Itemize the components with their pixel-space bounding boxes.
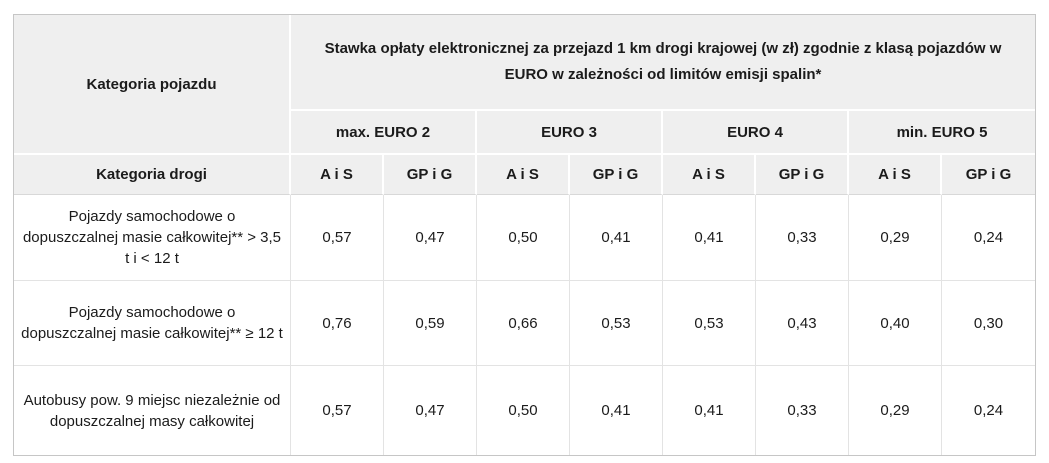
- value-cell: 0,76: [291, 281, 384, 366]
- value-cell: 0,41: [570, 195, 663, 281]
- header-road-type-ais-1: A i S: [291, 155, 384, 195]
- header-euro-2: max. EURO 2: [291, 111, 477, 155]
- value-cell: 0,41: [663, 366, 756, 455]
- row-label-buses: Autobusy pow. 9 miejsc niezależnie od do…: [14, 366, 291, 455]
- header-euro-4: EURO 4: [663, 111, 849, 155]
- value-cell: 0,24: [942, 366, 1035, 455]
- header-euro-5: min. EURO 5: [849, 111, 1035, 155]
- value-cell: 0,53: [663, 281, 756, 366]
- value-cell: 0,24: [942, 195, 1035, 281]
- table-row: Pojazdy samochodowe o dopuszczalnej masi…: [14, 281, 1035, 366]
- value-cell: 0,41: [570, 366, 663, 455]
- header-rate-title: Stawka opłaty elektronicznej za przejazd…: [291, 15, 1035, 111]
- header-road-type-ais-4: A i S: [849, 155, 942, 195]
- value-cell: 0,53: [570, 281, 663, 366]
- value-cell: 0,57: [291, 366, 384, 455]
- value-cell: 0,66: [477, 281, 570, 366]
- toll-rates-table: Kategoria pojazdu Stawka opłaty elektron…: [13, 14, 1036, 456]
- header-road-type-ais-3: A i S: [663, 155, 756, 195]
- header-road-type-gpig-3: GP i G: [756, 155, 849, 195]
- value-cell: 0,33: [756, 195, 849, 281]
- value-cell: 0,57: [291, 195, 384, 281]
- value-cell: 0,33: [756, 366, 849, 455]
- table-row: Autobusy pow. 9 miejsc niezależnie od do…: [14, 366, 1035, 455]
- header-road-type-ais-2: A i S: [477, 155, 570, 195]
- value-cell: 0,50: [477, 366, 570, 455]
- value-cell: 0,30: [942, 281, 1035, 366]
- row-label-vehicles-over-12t: Pojazdy samochodowe o dopuszczalnej masi…: [14, 281, 291, 366]
- header-euro-3: EURO 3: [477, 111, 663, 155]
- value-cell: 0,50: [477, 195, 570, 281]
- header-road-type-gpig-1: GP i G: [384, 155, 477, 195]
- row-label-vehicles-under-12t: Pojazdy samochodowe o dopuszczalnej masi…: [14, 195, 291, 281]
- header-vehicle-category: Kategoria pojazdu: [14, 15, 291, 155]
- header-road-type-gpig-2: GP i G: [570, 155, 663, 195]
- value-cell: 0,40: [849, 281, 942, 366]
- value-cell: 0,47: [384, 195, 477, 281]
- header-road-category: Kategoria drogi: [14, 155, 291, 195]
- table-row: Pojazdy samochodowe o dopuszczalnej masi…: [14, 195, 1035, 281]
- value-cell: 0,59: [384, 281, 477, 366]
- value-cell: 0,29: [849, 366, 942, 455]
- header-row-euro-classes: max. EURO 2 EURO 3 EURO 4 min. EURO 5: [14, 111, 1035, 155]
- header-road-type-gpig-4: GP i G: [942, 155, 1035, 195]
- value-cell: 0,29: [849, 195, 942, 281]
- value-cell: 0,41: [663, 195, 756, 281]
- value-cell: 0,47: [384, 366, 477, 455]
- header-row-road-types: Kategoria drogi A i S GP i G A i S GP i …: [14, 155, 1035, 195]
- header-row-title: Kategoria pojazdu Stawka opłaty elektron…: [14, 15, 1035, 155]
- value-cell: 0,43: [756, 281, 849, 366]
